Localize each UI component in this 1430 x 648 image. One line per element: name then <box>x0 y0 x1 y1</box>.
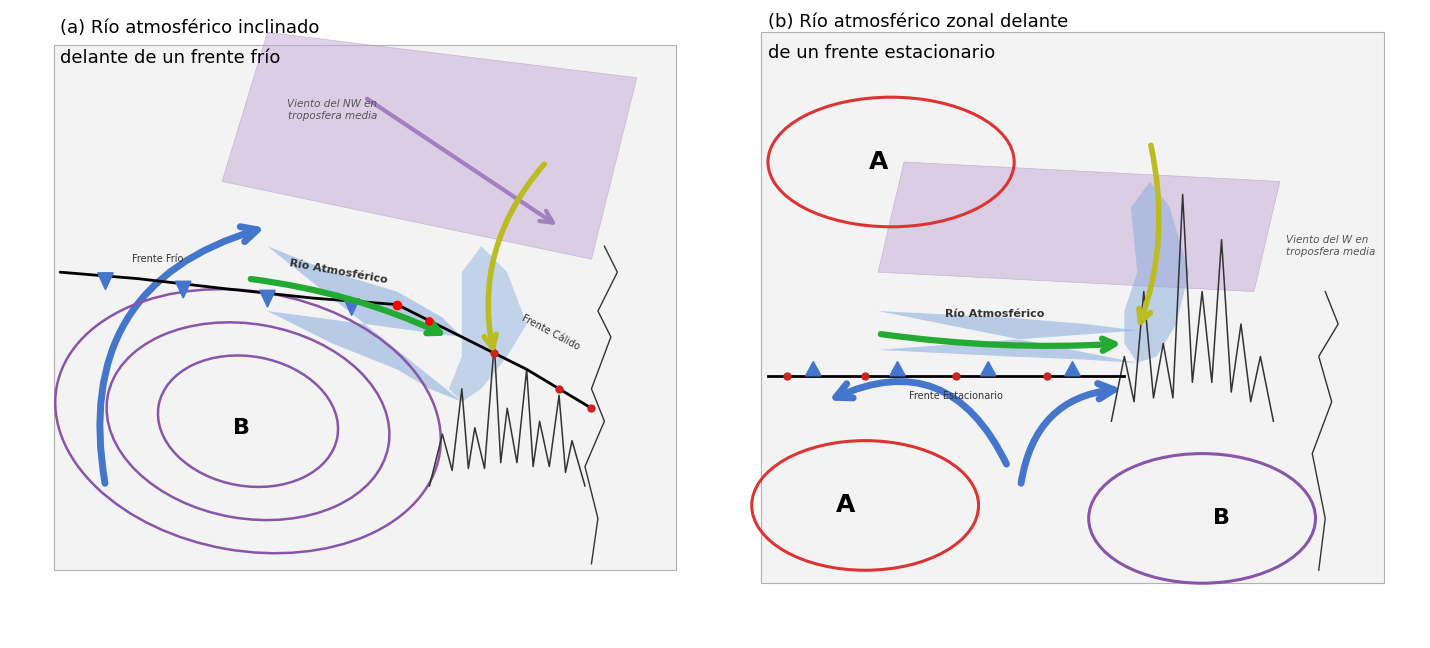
Text: Río Atmosférico: Río Atmosférico <box>945 309 1044 319</box>
Polygon shape <box>176 281 192 298</box>
Text: A: A <box>837 493 855 518</box>
Text: Río Atmosférico: Río Atmosférico <box>289 258 389 285</box>
Polygon shape <box>222 32 636 259</box>
Polygon shape <box>1065 362 1080 376</box>
Polygon shape <box>878 162 1280 292</box>
Polygon shape <box>889 362 905 376</box>
Text: Frente Cálido: Frente Cálido <box>521 313 582 352</box>
Text: Viento del W en
troposfera media: Viento del W en troposfera media <box>1287 235 1376 257</box>
Text: (b) Río atmosférico zonal delante: (b) Río atmosférico zonal delante <box>768 13 1068 31</box>
Polygon shape <box>878 311 1137 363</box>
Text: (a) Río atmosférico inclinado: (a) Río atmosférico inclinado <box>60 19 319 38</box>
Polygon shape <box>761 32 1384 583</box>
Polygon shape <box>260 290 275 307</box>
Text: delante de un frente frío: delante de un frente frío <box>60 49 280 67</box>
Polygon shape <box>343 299 359 316</box>
Polygon shape <box>1124 181 1190 363</box>
Polygon shape <box>267 246 462 402</box>
Text: de un frente estacionario: de un frente estacionario <box>768 44 995 62</box>
Text: Frente Estacionario: Frente Estacionario <box>909 391 1002 400</box>
Polygon shape <box>97 273 113 290</box>
Polygon shape <box>805 362 821 376</box>
Polygon shape <box>53 45 676 570</box>
Polygon shape <box>449 246 526 402</box>
Text: B: B <box>233 418 250 437</box>
Text: A: A <box>868 150 888 174</box>
Polygon shape <box>981 362 997 376</box>
Text: Viento del NW en
troposfera media: Viento del NW en troposfera media <box>287 99 378 121</box>
Text: Frente Frío: Frente Frío <box>132 255 183 264</box>
Text: B: B <box>1213 509 1230 528</box>
